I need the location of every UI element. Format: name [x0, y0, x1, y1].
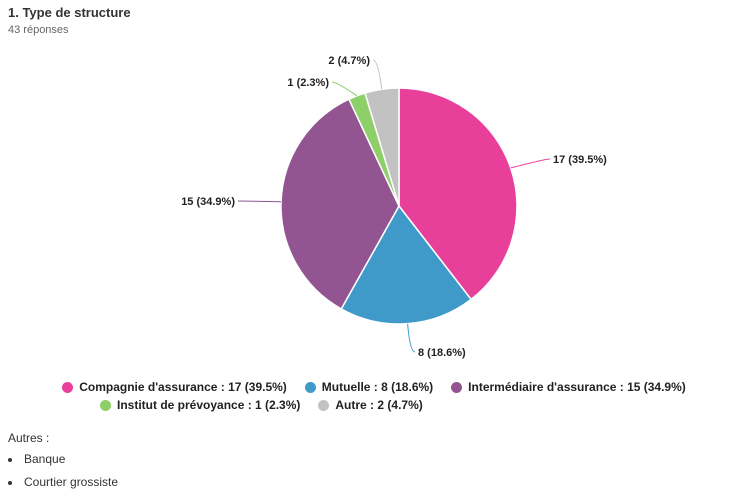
leader-line [372, 59, 383, 90]
legend-dot [304, 381, 316, 393]
legend-item-autre: Autre : 2 (4.7%) [318, 398, 423, 412]
list-item: Banque [8, 448, 118, 471]
leader-line [331, 81, 358, 97]
chart-legend: Compagnie d'assurance : 17 (39.5%) Mutue… [0, 378, 748, 414]
bullet-icon [8, 457, 12, 462]
data-label: 1 (2.3%) [287, 77, 329, 89]
legend-label: Autre : 2 (4.7%) [335, 398, 423, 412]
data-label: 17 (39.5%) [553, 154, 607, 166]
data-label: 2 (4.7%) [328, 55, 370, 67]
data-label: 8 (18.6%) [418, 347, 466, 359]
leader-line [407, 323, 416, 353]
list-item: Courtier grossiste [8, 471, 118, 494]
list-item-text: Banque [24, 452, 66, 466]
slice-compagnie [398, 87, 518, 301]
legend-dot [318, 399, 330, 411]
legend-label: Intermédiaire d'assurance : 15 (34.9%) [468, 380, 686, 394]
slice-intermediaire [280, 98, 400, 310]
question-title: 1. Type de structure [8, 5, 131, 20]
legend-label: Compagnie d'assurance : 17 (39.5%) [79, 380, 287, 394]
legend-item-mutuelle: Mutuelle : 8 (18.6%) [304, 380, 434, 394]
legend-item-compagnie: Compagnie d'assurance : 17 (39.5%) [62, 380, 287, 394]
legend-item-institut: Institut de prévoyance : 1 (2.3%) [100, 398, 300, 412]
list-item-text: Courtier grossiste [24, 475, 119, 489]
others-list: Banque Courtier grossiste [8, 448, 118, 494]
leader-line [510, 158, 551, 169]
others-title: Autres : [8, 431, 50, 445]
legend-item-intermediaire: Intermédiaire d'assurance : 15 (34.9%) [451, 380, 686, 394]
response-count: 43 réponses [8, 24, 69, 36]
legend-dot [100, 399, 111, 411]
legend-dot [451, 381, 463, 393]
bullet-icon [8, 480, 12, 485]
legend-dot [62, 381, 74, 393]
leader-line [237, 200, 282, 203]
data-label: 15 (34.9%) [181, 196, 235, 208]
legend-label: Institut de prévoyance : 1 (2.3%) [117, 398, 301, 412]
pie-chart: 17 (39.5%) 8 (18.6%) 15 (34.9%) 1 (2.3%) 2 (… [181, 55, 607, 359]
legend-label: Mutuelle : 8 (18.6%) [321, 380, 434, 394]
